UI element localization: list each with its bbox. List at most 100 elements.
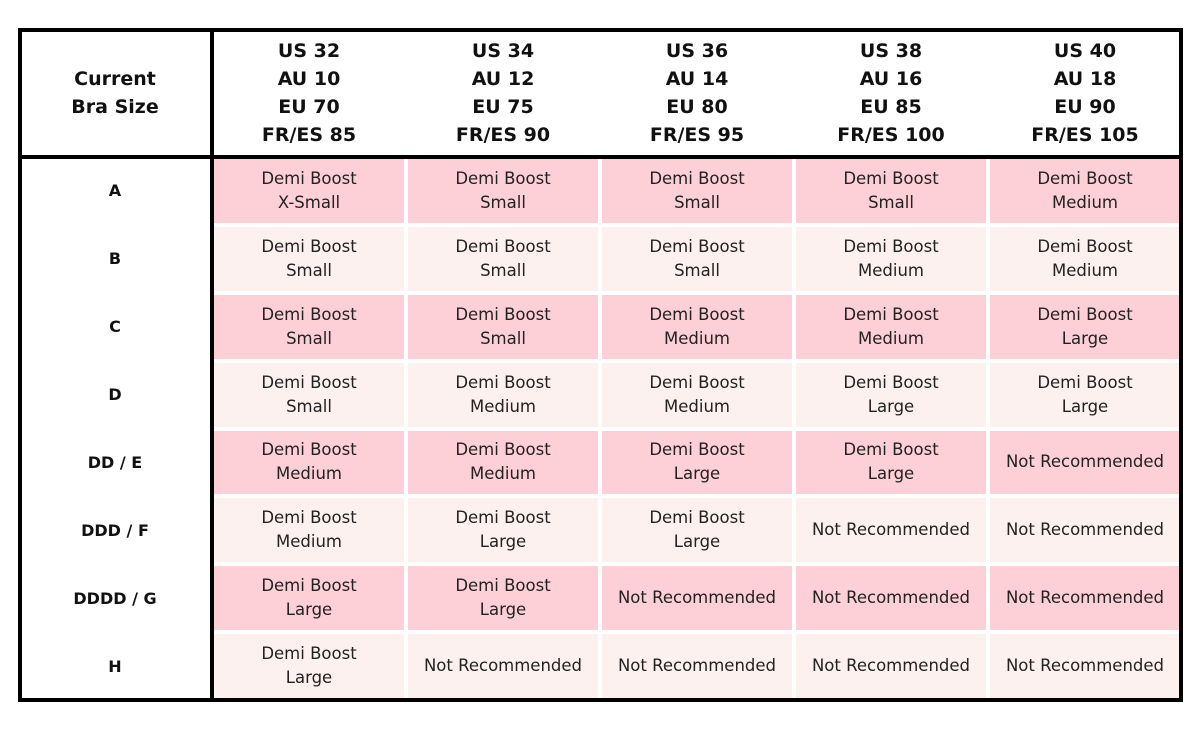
text-line: Small (868, 192, 914, 212)
table-cell: Demi Boost Medium (408, 430, 598, 495)
column-header: US 32 AU 10 EU 70 FR/ES 85 (212, 28, 406, 157)
text-line: Demi Boost (1037, 372, 1133, 392)
text-line: Large (673, 464, 721, 484)
table-cell: Not Recommended (990, 566, 1180, 631)
text-line: Medium (276, 464, 342, 484)
text-line: FR/ES 85 (261, 123, 357, 146)
text-line: AU 18 (1053, 67, 1117, 90)
column-header: US 38 AU 16 EU 85 FR/ES 100 (794, 28, 988, 157)
text-line: Demi Boost (261, 508, 357, 528)
text-line: Demi Boost (455, 372, 551, 392)
table-cell: Demi Boost Medium (602, 294, 792, 359)
table-cell: Demi Boost Large (602, 430, 792, 495)
text-line: EU 75 (472, 95, 534, 118)
table-cell: Demi Boost Large (796, 362, 986, 427)
table-cell: Demi Boost Large (214, 634, 404, 698)
text-line: Demi Boost (843, 440, 939, 460)
text-line: EU 90 (1054, 95, 1116, 118)
text-line: Not Recommended (811, 656, 971, 676)
table-cell: Demi Boost Medium (214, 430, 404, 495)
text-line: Demi Boost (649, 440, 745, 460)
text-line: Small (286, 328, 332, 348)
table-cell: Demi Boost Small (602, 226, 792, 291)
text-line: Not Recommended (1005, 452, 1165, 472)
text-line: Demi Boost (261, 168, 357, 188)
table-cell: Demi Boost Large (796, 430, 986, 495)
row-header: H (108, 656, 122, 676)
text-line: Not Recommended (811, 520, 971, 540)
border (18, 28, 22, 702)
text-line: Demi Boost (261, 372, 357, 392)
table-cell: Demi Boost Small (796, 159, 986, 223)
table-cell: Not Recommended (796, 566, 986, 631)
text-line: EU 80 (666, 95, 728, 118)
text-line: Demi Boost (649, 236, 745, 256)
text-line: Demi Boost (1037, 236, 1133, 256)
text-line: Demi Boost (455, 168, 551, 188)
text-line: Large (479, 600, 527, 620)
table-cell: Demi Boost Large (408, 498, 598, 563)
text-line: Medium (276, 532, 342, 552)
text-line: Not Recommended (423, 656, 583, 676)
border (210, 28, 214, 702)
text-line: Not Recommended (811, 588, 971, 608)
text-line: AU 12 (471, 67, 535, 90)
text-line: Large (285, 600, 333, 620)
text-line: Demi Boost (843, 236, 939, 256)
border (18, 155, 1182, 159)
text-line: Medium (664, 328, 730, 348)
text-line: FR/ES 100 (837, 123, 945, 146)
corner-header: Current Bra Size (18, 28, 212, 157)
table-cell: Demi Boost Large (214, 566, 404, 631)
text-line: Demi Boost (649, 168, 745, 188)
table-cell: Not Recommended (990, 634, 1180, 698)
column-header: US 34 AU 12 EU 75 FR/ES 90 (406, 28, 600, 157)
text-line: Large (1061, 328, 1109, 348)
text-line: Small (674, 260, 720, 280)
text-line: Demi Boost (455, 440, 551, 460)
text-line: Demi Boost (1037, 304, 1133, 324)
text-line: Medium (664, 396, 730, 416)
table-cell: Demi Boost Small (214, 362, 404, 427)
text-line: Small (480, 260, 526, 280)
text-line: Current (74, 67, 156, 90)
column-header: US 40 AU 18 EU 90 FR/ES 105 (988, 28, 1182, 157)
row-header: DDD / F (81, 520, 149, 540)
table-cell: Demi Boost Medium (990, 226, 1180, 291)
text-line: Large (479, 532, 527, 552)
text-line: Medium (858, 328, 924, 348)
text-line: Not Recommended (617, 588, 777, 608)
text-line: Demi Boost (261, 576, 357, 596)
text-line: Medium (1052, 260, 1118, 280)
text-line: Large (1061, 396, 1109, 416)
text-line: Medium (470, 396, 536, 416)
table-cell: Not Recommended (990, 498, 1180, 563)
table-cell: Demi Boost Medium (796, 294, 986, 359)
text-line: Demi Boost (261, 236, 357, 256)
text-line: Medium (1052, 192, 1118, 212)
text-line: Not Recommended (617, 656, 777, 676)
text-line: Bra Size (71, 95, 159, 118)
text-line: Demi Boost (649, 372, 745, 392)
table-cell: Demi Boost Medium (602, 362, 792, 427)
text-line: Large (867, 396, 915, 416)
text-line: X-Small (277, 192, 341, 212)
text-line: US 34 (471, 39, 535, 62)
text-line: Demi Boost (843, 168, 939, 188)
text-line: US 32 (277, 39, 341, 62)
table-cell: Not Recommended (602, 634, 792, 698)
table-cell: Demi Boost Small (408, 226, 598, 291)
table-cell: Demi Boost Large (990, 294, 1180, 359)
text-line: EU 85 (860, 95, 922, 118)
text-line: Demi Boost (649, 508, 745, 528)
text-line: Demi Boost (261, 644, 357, 664)
table-cell: Not Recommended (602, 566, 792, 631)
text-line: Demi Boost (261, 440, 357, 460)
text-line: Demi Boost (649, 304, 745, 324)
table-cell: Demi Boost Small (602, 159, 792, 223)
text-line: Demi Boost (261, 304, 357, 324)
row-header: DDDD / G (73, 588, 157, 608)
text-line: Small (286, 396, 332, 416)
column-header: US 36 AU 14 EU 80 FR/ES 95 (600, 28, 794, 157)
